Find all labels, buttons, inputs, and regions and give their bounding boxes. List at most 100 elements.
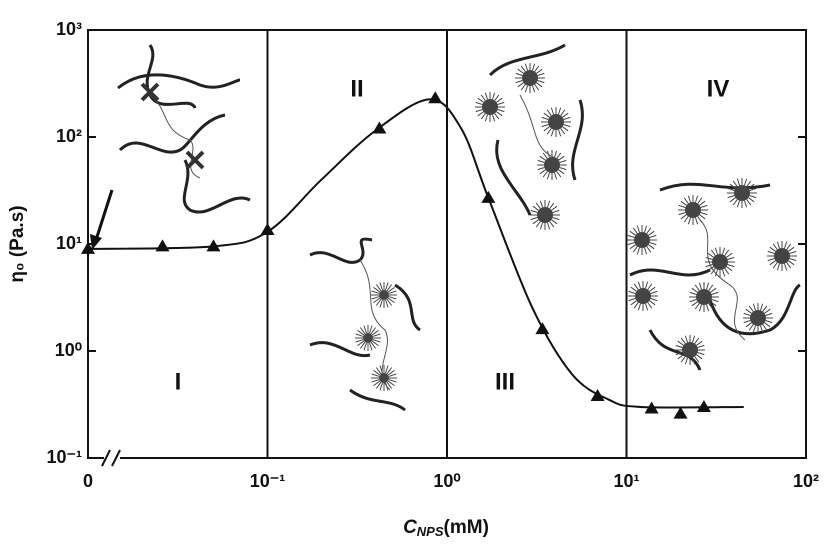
polymer-chain bbox=[648, 329, 702, 371]
nanoparticle-ligand bbox=[385, 282, 389, 291]
nanoparticle-ligand bbox=[388, 379, 397, 383]
nanoparticle-ligand bbox=[789, 250, 797, 255]
nanoparticle-ligand bbox=[539, 222, 544, 230]
nanoparticle-ligand bbox=[746, 180, 752, 187]
nanoparticle-ligand bbox=[788, 246, 795, 252]
nanoparticle-ligand bbox=[724, 268, 730, 275]
polymer-chain bbox=[309, 237, 373, 264]
nanoparticle bbox=[544, 157, 560, 173]
nanoparticle-ligand bbox=[743, 200, 748, 208]
nanoparticle-ligand bbox=[683, 216, 689, 223]
nanoparticle-ligand bbox=[649, 286, 656, 292]
nanoparticle-ligand bbox=[475, 101, 483, 106]
nanoparticle-ligand bbox=[494, 94, 500, 101]
nanoparticle-ligand bbox=[546, 200, 551, 208]
crosslink bbox=[185, 150, 205, 170]
polymer-chain bbox=[182, 159, 251, 214]
nanoparticle-ligand bbox=[788, 260, 795, 266]
nanoparticle-ligand bbox=[543, 112, 550, 118]
nanoparticle-ligand bbox=[769, 246, 776, 252]
nanoparticle-ligand bbox=[729, 183, 736, 189]
nanoparticle-ligand bbox=[707, 266, 714, 272]
nanoparticle-ligand bbox=[475, 108, 483, 113]
polymer-chain bbox=[349, 388, 406, 412]
nanoparticle-ligand bbox=[551, 205, 558, 211]
nanoparticle-ligand bbox=[560, 109, 566, 116]
nanoparticle-ligand bbox=[694, 303, 700, 310]
nanoparticle bbox=[712, 254, 728, 270]
nanoparticle-ligand bbox=[388, 290, 397, 294]
nanoparticle-ligand bbox=[627, 241, 635, 246]
nanoparticle-ligand bbox=[546, 109, 552, 116]
nanoparticle-ligand bbox=[684, 357, 689, 365]
polymer-chain bbox=[117, 73, 241, 90]
nanoparticle bbox=[696, 289, 712, 305]
nanoparticle-ligand bbox=[772, 243, 778, 250]
nanoparticle-ligand bbox=[677, 354, 684, 360]
nanoparticle-ligand bbox=[648, 244, 655, 250]
nanoparticle-ligand bbox=[557, 107, 562, 115]
nanoparticle-ligand bbox=[385, 365, 389, 374]
nanoparticle-ligand bbox=[628, 297, 636, 302]
nanoparticle-ligand bbox=[371, 296, 380, 300]
nanoparticle-ligand bbox=[537, 159, 545, 164]
y-tick-label: 10⁻¹ bbox=[46, 447, 82, 467]
nanoparticle-ligand bbox=[562, 112, 569, 118]
nanoparticle-ligand bbox=[743, 312, 751, 317]
nanoparticle-ligand bbox=[705, 256, 713, 261]
data-point bbox=[260, 223, 275, 236]
polymer-strand bbox=[699, 219, 746, 341]
nanoparticle-ligand bbox=[549, 202, 555, 209]
arrow-shaft bbox=[94, 189, 114, 241]
nanoparticle-ligand bbox=[694, 284, 700, 291]
nanoparticle-ligand bbox=[767, 257, 775, 262]
nanoparticle-ligand bbox=[694, 217, 699, 225]
nanoparticle-ligand bbox=[386, 284, 393, 292]
nanoparticle-ligand bbox=[632, 227, 638, 234]
nanoparticle-ligand bbox=[484, 92, 489, 100]
nanoparticle-ligand bbox=[765, 319, 773, 324]
nanoparticle-ligand bbox=[644, 303, 649, 311]
nanoparticle-ligand bbox=[743, 319, 751, 324]
x-label-main: C bbox=[403, 517, 417, 538]
nanoparticle-ligand bbox=[550, 129, 555, 137]
nanoparticle-ligand bbox=[710, 268, 716, 275]
nanoparticle-ligand bbox=[371, 290, 380, 294]
nanoparticle-ligand bbox=[542, 171, 548, 178]
nanoparticle-ligand bbox=[705, 282, 710, 290]
nanoparticle-ligand bbox=[484, 114, 489, 122]
nanoparticle-ligand bbox=[385, 299, 389, 308]
nanoparticle-ligand bbox=[496, 111, 503, 117]
nanoparticle-ligand bbox=[373, 380, 381, 387]
nanoparticle-ligand bbox=[531, 63, 536, 71]
nanoparticle-ligand bbox=[375, 381, 382, 389]
nanoparticle-ligand bbox=[745, 308, 752, 314]
nanoparticle bbox=[522, 70, 538, 86]
nanoparticle-ligand bbox=[494, 113, 500, 120]
nanoparticle-ligand bbox=[370, 341, 377, 349]
nanoparticle bbox=[685, 202, 701, 218]
nanoparticle-ligand bbox=[496, 97, 503, 103]
nanoparticle-ligand bbox=[786, 243, 792, 250]
nanoparticle-ligand bbox=[517, 82, 524, 88]
region-label: IV bbox=[707, 75, 730, 102]
nanoparticle-ligand bbox=[379, 282, 383, 291]
nanoparticle-ligand bbox=[699, 200, 706, 206]
nanoparticle-ligand bbox=[700, 204, 708, 209]
nanoparticle-ligand bbox=[745, 322, 752, 328]
nanoparticle-ligand bbox=[736, 178, 741, 186]
nanoparticle-ligand bbox=[708, 303, 714, 310]
x-tick-label: 10¹ bbox=[613, 471, 639, 491]
nanoparticle-ligand bbox=[762, 305, 768, 312]
nanoparticle bbox=[750, 310, 766, 326]
data-point bbox=[673, 406, 688, 419]
nanoparticle-ligand bbox=[680, 356, 686, 363]
nanoparticle-ligand bbox=[700, 211, 708, 216]
nanoparticle-ligand bbox=[726, 266, 733, 272]
polymer-chain bbox=[708, 283, 801, 336]
nanoparticle-ligand bbox=[633, 283, 639, 290]
nanoparticle-ligand bbox=[743, 178, 748, 186]
nanoparticle-ligand bbox=[727, 187, 735, 192]
polymer-chain bbox=[394, 283, 421, 332]
